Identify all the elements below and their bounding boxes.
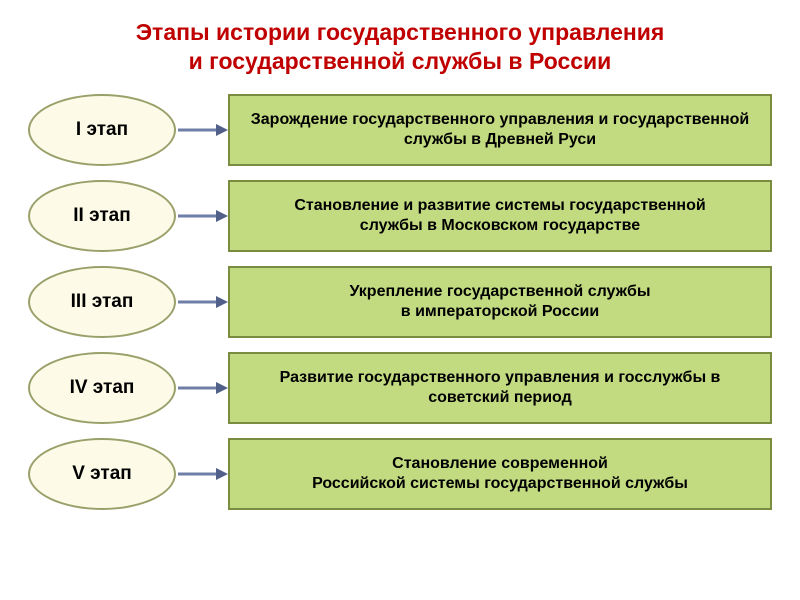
stage-desc-text: Становление и развитие системы государст… bbox=[294, 196, 705, 236]
stage-label: III этап bbox=[71, 291, 134, 313]
title-line2: и государственной службы в России bbox=[189, 48, 612, 74]
stage-label: I этап bbox=[76, 119, 128, 141]
stage-oval-4: IV этап bbox=[28, 352, 176, 424]
stage-label: II этап bbox=[73, 205, 130, 227]
stage-row: I этап Зарождение государственного управ… bbox=[28, 94, 772, 166]
stage-desc-text: Становление современнойРоссийской систем… bbox=[312, 454, 688, 494]
stage-desc-1: Зарождение государственного управления и… bbox=[228, 94, 772, 166]
stage-row: V этап Становление современнойРоссийской… bbox=[28, 438, 772, 510]
stage-desc-3: Укрепление государственной службыв импер… bbox=[228, 266, 772, 338]
arrow-icon bbox=[176, 378, 228, 398]
stage-desc-2: Становление и развитие системы государст… bbox=[228, 180, 772, 252]
stage-oval-2: II этап bbox=[28, 180, 176, 252]
stage-oval-1: I этап bbox=[28, 94, 176, 166]
stage-label: IV этап bbox=[70, 377, 135, 399]
stage-oval-5: V этап bbox=[28, 438, 176, 510]
stage-row: IV этап Развитие государственного управл… bbox=[28, 352, 772, 424]
stage-label: V этап bbox=[72, 463, 132, 485]
title-line1: Этапы истории государственного управлени… bbox=[136, 19, 665, 45]
stage-row: II этап Становление и развитие системы г… bbox=[28, 180, 772, 252]
arrow-icon bbox=[176, 464, 228, 484]
arrow-icon bbox=[176, 120, 228, 140]
stage-oval-3: III этап bbox=[28, 266, 176, 338]
stage-desc-5: Становление современнойРоссийской систем… bbox=[228, 438, 772, 510]
page-title: Этапы истории государственного управлени… bbox=[0, 0, 800, 86]
stage-desc-text: Развитие государственного управления и г… bbox=[240, 368, 760, 408]
stage-desc-text: Зарождение государственного управления и… bbox=[240, 110, 760, 150]
arrow-icon bbox=[176, 206, 228, 226]
stage-row: III этап Укрепление государственной служ… bbox=[28, 266, 772, 338]
stage-desc-4: Развитие государственного управления и г… bbox=[228, 352, 772, 424]
stages-container: I этап Зарождение государственного управ… bbox=[0, 86, 800, 510]
stage-desc-text: Укрепление государственной службыв импер… bbox=[349, 282, 650, 322]
arrow-icon bbox=[176, 292, 228, 312]
